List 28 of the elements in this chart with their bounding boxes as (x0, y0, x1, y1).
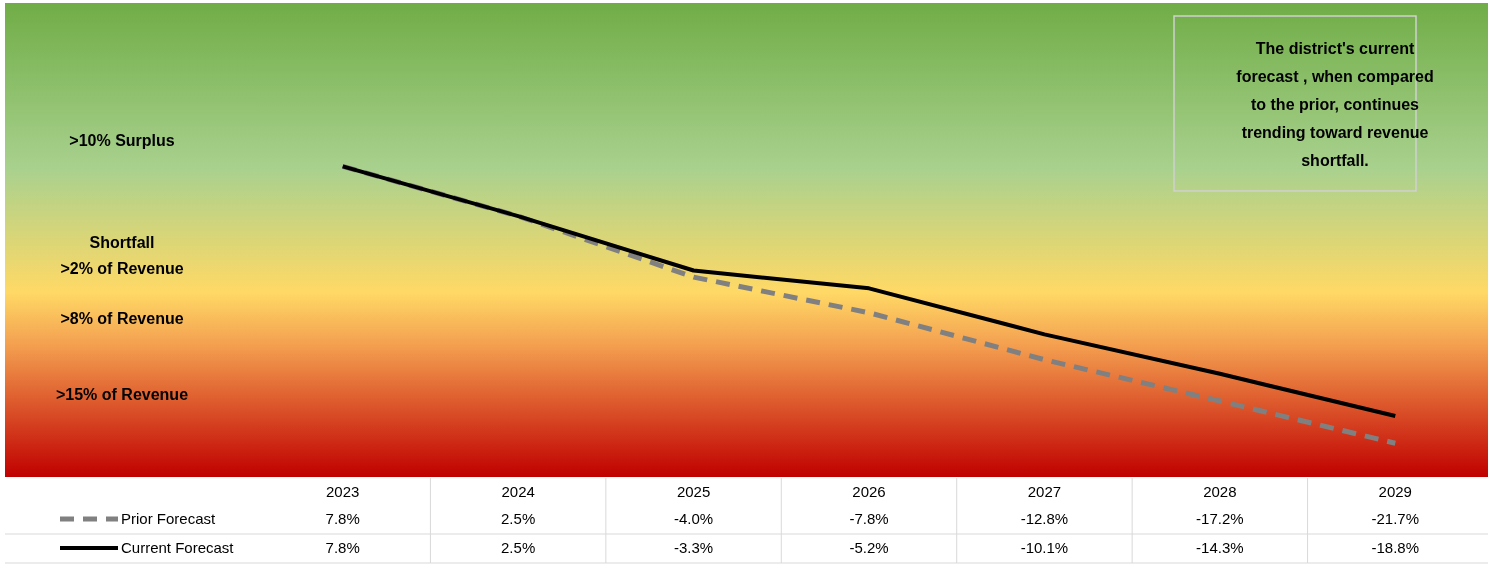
data-label: 7.8% (325, 510, 360, 527)
x-tick-label: 2027 (1027, 483, 1062, 500)
text: >8% of Revenue (60, 310, 184, 327)
x-tick-label: 2023 (326, 483, 360, 500)
data-label: -7.8% (849, 510, 889, 527)
data-label: -3.3% (673, 539, 714, 556)
x-tick-label: 2029 (1378, 483, 1412, 500)
legend-label: Current Forecast (121, 539, 235, 556)
data-label: -18.8% (1371, 539, 1420, 556)
data-label: -14.3% (1196, 539, 1244, 556)
x-tick-label: 2024 (501, 483, 535, 500)
x-tick-label: 2028 (1203, 483, 1237, 500)
annotation: The district's current forecast , when compared to the prior, continues trending toward revenue shortfall. (1236, 40, 1434, 169)
data-label: -5.2% (849, 539, 889, 556)
data-label: -10.1% (1020, 539, 1069, 556)
data-label: 2.5% (501, 510, 536, 527)
x-tick-label: 2025 (676, 483, 711, 500)
x-tick-label: 2026 (852, 483, 886, 500)
data-label: -21.7% (1371, 510, 1420, 527)
text: >15% of Revenue (55, 386, 189, 403)
data-label: 2.5% (501, 539, 536, 556)
data-label: -12.8% (1020, 510, 1069, 527)
data-label: -17.2% (1196, 510, 1244, 527)
data-label: 7.8% (325, 539, 360, 556)
legend-label: Prior Forecast (121, 510, 217, 527)
text: Shortfall >2% of Revenue (60, 234, 184, 277)
text: >10% Surplus (69, 132, 175, 149)
data-label: -4.0% (673, 510, 714, 527)
